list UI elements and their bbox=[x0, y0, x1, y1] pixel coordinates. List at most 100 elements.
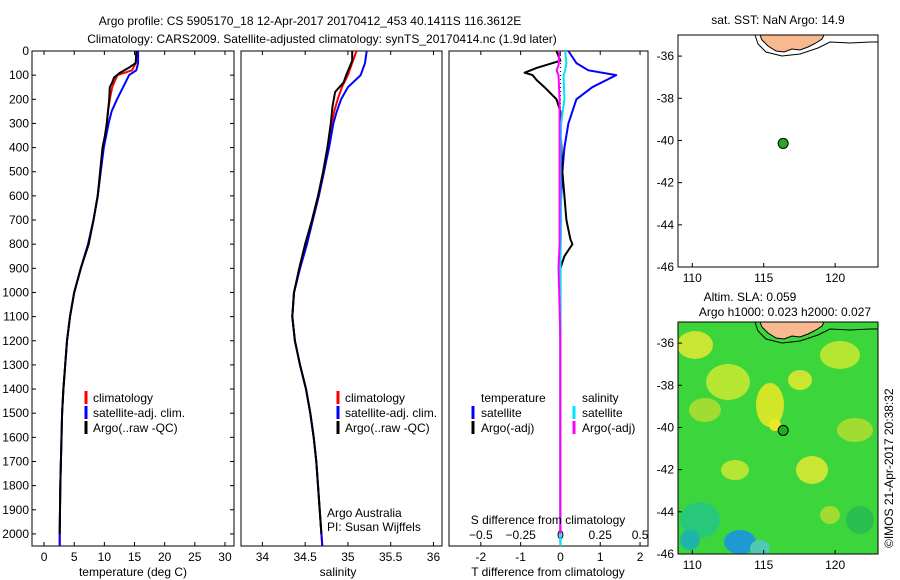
x-tick-label: 30 bbox=[218, 550, 232, 564]
sst-map-frame bbox=[677, 34, 879, 268]
difference-lines bbox=[523, 50, 618, 546]
depth-tick-label: 1700 bbox=[2, 454, 29, 468]
depth-tick-label: 1900 bbox=[2, 503, 29, 517]
lat-tick-label: -40 bbox=[657, 420, 675, 434]
depth-tick-label: 300 bbox=[9, 116, 29, 130]
salinity-lines bbox=[291, 50, 368, 547]
lat-tick-label: -36 bbox=[657, 336, 675, 350]
depth-tick-label: 1500 bbox=[2, 406, 29, 420]
sla-title: Altim. SLA: 0.059 bbox=[704, 290, 797, 304]
lon-tick-label: 115 bbox=[754, 558, 773, 572]
lat-tick-label: -36 bbox=[657, 49, 675, 63]
legend-label-argo: Argo(..raw -QC) bbox=[93, 421, 178, 435]
attribution-org: Argo Australia bbox=[327, 506, 402, 520]
s-tick-label: −0.25 bbox=[505, 528, 536, 542]
legend-label-climatology: climatology bbox=[93, 391, 153, 405]
temperature-x-axis: 0 5 10 15 20 25 30 bbox=[41, 51, 232, 564]
depth-tick-label: 400 bbox=[9, 141, 29, 155]
profile-title: Argo profile: CS 5905170_18 12-Apr-2017 … bbox=[99, 14, 522, 28]
depth-tick-label: 200 bbox=[9, 92, 29, 106]
float-position-marker bbox=[777, 424, 789, 436]
legend-label-temp-satellite: satellite bbox=[481, 406, 522, 420]
sst-map: sat. SST: NaN Argo: 14.9 110 115 120 -36 -38… bbox=[657, 13, 879, 285]
x-tick-label: -2 bbox=[476, 550, 487, 564]
lon-tick-label: 120 bbox=[825, 271, 845, 285]
depth-contour bbox=[754, 321, 878, 344]
depth-tick-label: 500 bbox=[9, 165, 29, 179]
sla-map-axes: 110 115 120 -36 -38 -40 -42 -44 -46 bbox=[657, 336, 846, 572]
depth-tick-label: 1600 bbox=[2, 430, 29, 444]
lat-tick-label: -44 bbox=[657, 218, 675, 232]
x-tick-label: 1 bbox=[597, 550, 604, 564]
attribution-pi: PI: Susan Wijffels bbox=[327, 520, 421, 534]
climatology-title: Climatology: CARS2009. Satellite-adjuste… bbox=[87, 32, 557, 46]
depth-tick-label: 700 bbox=[9, 213, 29, 227]
sla-anomaly-patches bbox=[678, 331, 874, 554]
lon-tick-label: 110 bbox=[683, 558, 702, 572]
sla-heights: Argo h1000: 0.023 h2000: 0.027 bbox=[699, 305, 871, 319]
x-tick-label: 35.5 bbox=[379, 550, 403, 564]
legend-temperature-title: temperature bbox=[481, 391, 546, 405]
legend-label-sal-argo: Argo(-adj) bbox=[582, 421, 635, 435]
x-tick-label: 34.5 bbox=[293, 550, 317, 564]
salinity-legend: climatology satellite-adj. clim. Argo(..… bbox=[336, 391, 437, 435]
depth-tick-label: 1000 bbox=[2, 285, 29, 299]
s-difference-axis-label: S difference from climatology bbox=[471, 513, 626, 527]
x-tick-label: 0 bbox=[557, 550, 564, 564]
series-line-argo-raw-qc- bbox=[58, 50, 138, 534]
depth-tick-label: 1400 bbox=[2, 382, 29, 396]
salinity-plot-frame bbox=[240, 50, 443, 547]
x-tick-label: 10 bbox=[98, 550, 112, 564]
lon-tick-label: 115 bbox=[754, 271, 773, 285]
difference-panel: -2 -1 0 1 2 −0.5 −0.25 0 0.25 0.5 T difference f… bbox=[448, 50, 649, 579]
depth-tick-label: 0 bbox=[22, 44, 29, 58]
depth-tick-label: 1200 bbox=[2, 334, 29, 348]
lon-tick-label: 120 bbox=[825, 558, 845, 572]
temperature-lines bbox=[58, 50, 140, 546]
x-tick-label: 36 bbox=[427, 550, 441, 564]
land-mass bbox=[759, 34, 825, 53]
s-tick-label: 0.5 bbox=[632, 528, 649, 542]
sst-map-axes: 110 115 120 -36 -38 -40 -42 -44 -46 bbox=[657, 49, 846, 285]
x-tick-label: 34 bbox=[256, 550, 270, 564]
lat-tick-label: -46 bbox=[657, 547, 675, 561]
x-tick-label: 15 bbox=[128, 550, 142, 564]
lat-tick-label: -38 bbox=[657, 91, 675, 105]
lat-tick-label: -46 bbox=[657, 260, 675, 274]
legend-label-sal-satellite: satellite bbox=[582, 406, 623, 420]
lat-tick-label: -40 bbox=[657, 133, 675, 147]
s-tick-label: 0.25 bbox=[589, 528, 613, 542]
lat-tick-label: -38 bbox=[657, 378, 675, 392]
legend-label-climatology: climatology bbox=[345, 391, 405, 405]
temperature-plot-frame bbox=[31, 50, 235, 547]
difference-legend: temperature salinity satellite Argo(-adj… bbox=[471, 391, 635, 435]
sla-map-frame bbox=[677, 321, 879, 555]
t-difference-axis-label: T difference from climatology bbox=[471, 565, 625, 579]
depth-tick-label: 800 bbox=[9, 237, 29, 251]
x-tick-label: 20 bbox=[158, 550, 172, 564]
depth-tick-label: 900 bbox=[9, 261, 29, 275]
lat-tick-label: -44 bbox=[657, 505, 675, 519]
float-position-marker bbox=[777, 137, 789, 149]
sla-map: Altim. SLA: 0.059 Argo h1000: 0.023 h200… bbox=[657, 290, 879, 572]
lon-tick-label: 110 bbox=[683, 271, 702, 285]
depth-tick-label: 1100 bbox=[3, 310, 29, 324]
x-tick-label: 0 bbox=[41, 550, 48, 564]
temperature-axis-label: temperature (deg C) bbox=[79, 565, 187, 579]
depth-tick-label: 600 bbox=[9, 189, 29, 203]
temperature-panel: 0100200300400500600700800900100011001200… bbox=[2, 44, 648, 579]
sst-title: sat. SST: NaN Argo: 14.9 bbox=[711, 13, 845, 27]
legend-label-satellite: satellite-adj. clim. bbox=[345, 406, 437, 420]
depth-contour bbox=[754, 34, 878, 57]
salinity-axis-label: salinity bbox=[320, 565, 357, 579]
x-tick-label: 25 bbox=[188, 550, 202, 564]
land-mass bbox=[759, 321, 825, 340]
depth-tick-label: 100 bbox=[9, 68, 29, 82]
salinity-panel: 34 34.5 35 35.5 36 salinity climatology sate… bbox=[240, 50, 443, 579]
x-tick-label: -1 bbox=[515, 550, 526, 564]
legend-label-argo: Argo(..raw -QC) bbox=[345, 421, 430, 435]
depth-tick-label: 2000 bbox=[2, 527, 29, 541]
imos-timestamp: ©IMOS 21-Apr-2017 20:38:32 bbox=[882, 388, 896, 548]
legend-salinity-title: salinity bbox=[582, 391, 619, 405]
